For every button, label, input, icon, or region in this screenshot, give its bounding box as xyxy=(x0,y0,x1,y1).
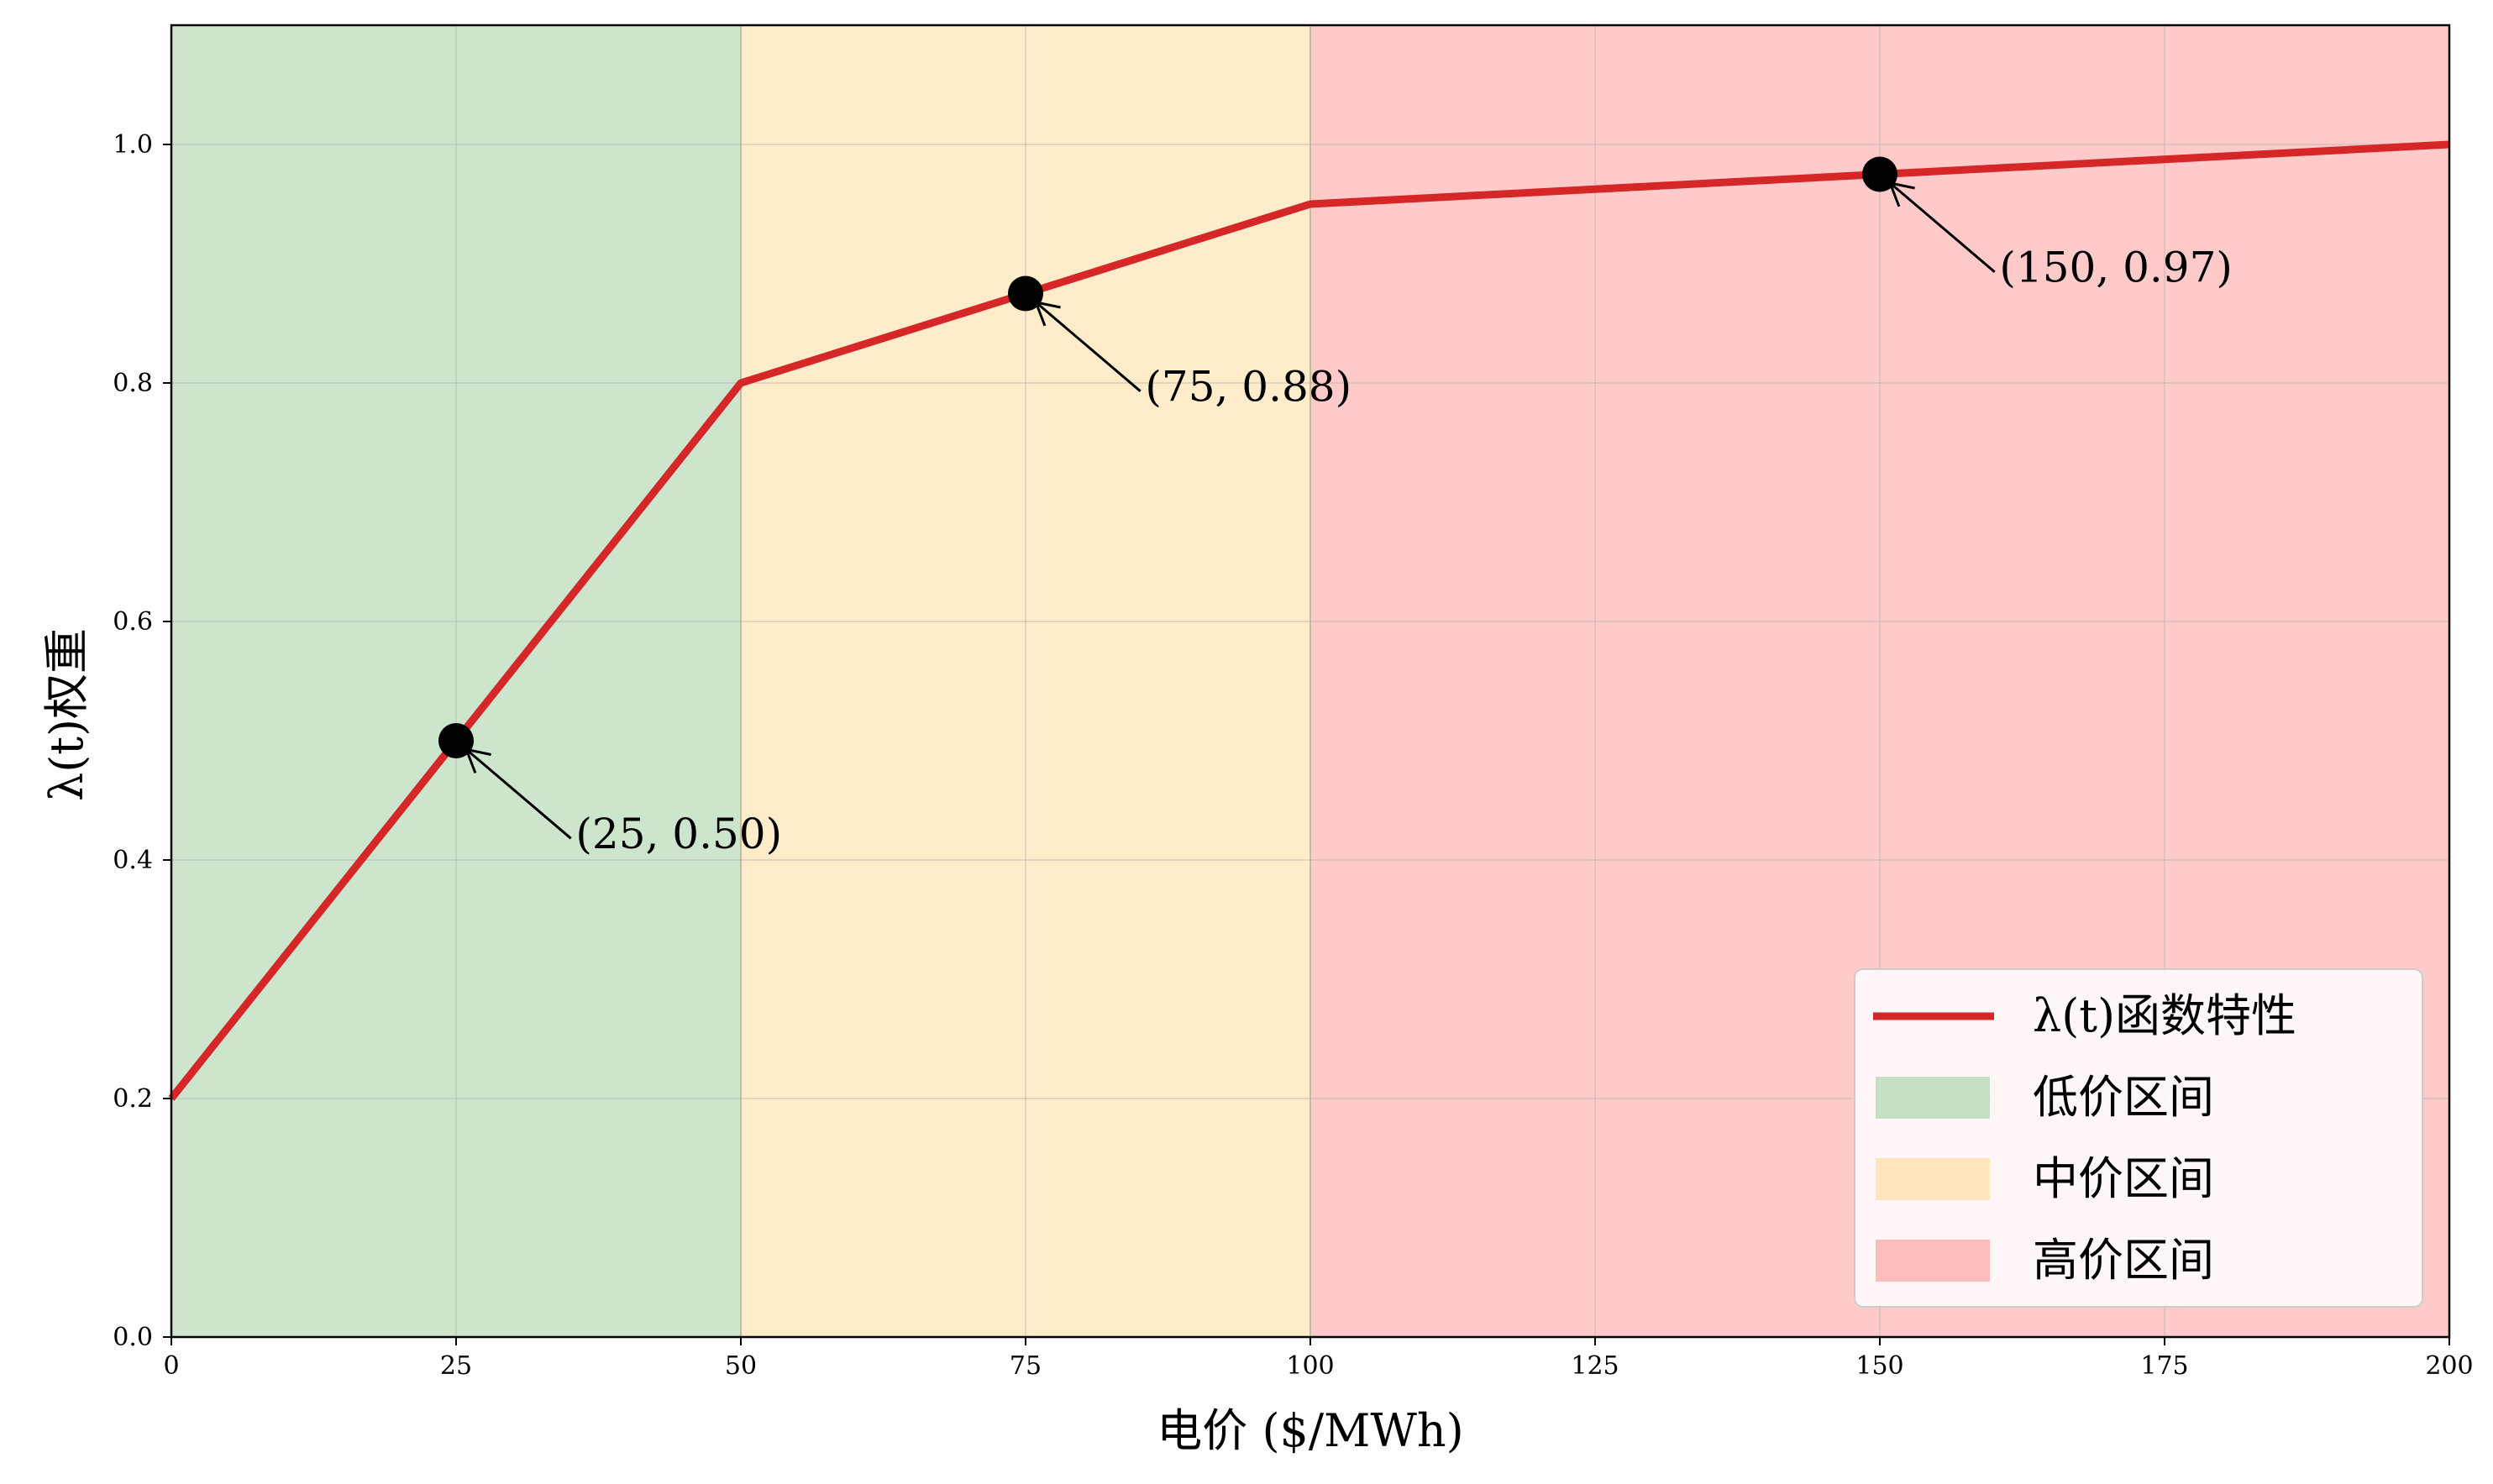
legend-label: 中价区间 xyxy=(2033,1152,2214,1205)
x-tick-label: 150 xyxy=(1855,1351,1903,1381)
annotation-arrow xyxy=(465,748,572,840)
legend-box xyxy=(1854,968,2423,1308)
legend-label: 低价区间 xyxy=(2033,1071,2214,1124)
y-tick-label: 0.0 xyxy=(113,1323,153,1352)
region-mid xyxy=(741,25,1310,1337)
data-point-marker xyxy=(438,723,474,758)
x-tick-label: 175 xyxy=(2140,1351,2188,1381)
y-tick-label: 1.0 xyxy=(113,130,153,160)
x-axis-title: 电价 ($/MWh) xyxy=(1157,1404,1463,1457)
x-tick-label: 75 xyxy=(1010,1351,1042,1381)
y-axis-ticks: 0.0 0.2 0.4 0.6 0.8 1.0 xyxy=(113,130,171,1352)
annotation-label: (25, 0.50) xyxy=(575,810,782,858)
x-tick-label: 100 xyxy=(1286,1351,1334,1381)
annotations: (25, 0.50) (75, 0.88) (150, 0.97) xyxy=(438,156,2233,858)
y-tick-label: 0.2 xyxy=(113,1084,153,1114)
x-tick-label: 0 xyxy=(163,1351,179,1381)
annotation-label: (75, 0.88) xyxy=(1145,362,1351,411)
y-tick-label: 0.8 xyxy=(113,369,153,398)
y-tick-label: 0.4 xyxy=(113,846,153,875)
x-tick-label: 125 xyxy=(1571,1351,1619,1381)
x-tick-label: 200 xyxy=(2425,1351,2473,1381)
legend-patch-swatch xyxy=(1876,1158,1990,1200)
legend-patch-swatch xyxy=(1876,1240,1990,1282)
legend-patch-swatch xyxy=(1876,1077,1990,1119)
x-tick-label: 25 xyxy=(440,1351,472,1381)
annotation-arrow xyxy=(1889,181,1996,273)
data-point-marker xyxy=(1862,156,1897,192)
y-axis-title: λ(t)权重 xyxy=(40,628,93,801)
annotation-arrow xyxy=(1035,301,1142,392)
x-axis-ticks: 0 25 50 75 100 125 150 175 200 xyxy=(163,1337,2474,1381)
annotation-label: (150, 0.97) xyxy=(1999,243,2233,291)
y-tick-label: 0.6 xyxy=(113,607,153,637)
x-tick-label: 50 xyxy=(725,1351,757,1381)
legend-label: λ(t)函数特性 xyxy=(2033,989,2296,1042)
region-low xyxy=(171,25,741,1337)
legend-label: 高价区间 xyxy=(2033,1234,2214,1287)
data-point-marker xyxy=(1008,275,1043,312)
